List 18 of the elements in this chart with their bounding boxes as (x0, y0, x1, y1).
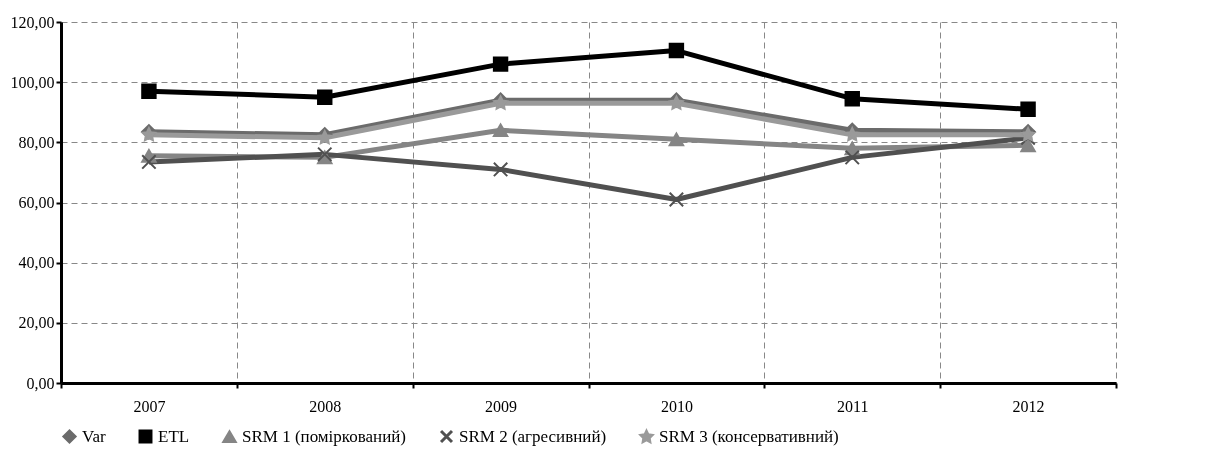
y-tick-label: 80,00 (18, 133, 55, 151)
y-tick-label: 60,00 (18, 194, 55, 211)
x-tick-label: 2010 (660, 397, 693, 415)
legend-label: SRM 1 (поміркований) (242, 426, 407, 446)
x-tick-label: 2009 (485, 397, 518, 415)
y-tick-label: 0,00 (26, 374, 55, 392)
legend-label: SRM 3 (консервативний) (659, 427, 839, 447)
y-tick-label: 40,00 (18, 254, 55, 272)
y-tick-label: 120,00 (10, 13, 55, 31)
x-tick-label: 2011 (837, 397, 869, 415)
x-tick-label: 2012 (1012, 397, 1045, 415)
y-tick-label: 20,00 (18, 314, 55, 332)
legend-label: ETL (158, 426, 190, 446)
legend-label: SRM 2 (агресивний) (459, 426, 607, 446)
x-tick-label: 2008 (309, 397, 342, 415)
y-tick-label: 100,00 (10, 73, 55, 91)
x-tick-label: 2007 (133, 397, 166, 415)
legend-label: Var (82, 426, 106, 446)
